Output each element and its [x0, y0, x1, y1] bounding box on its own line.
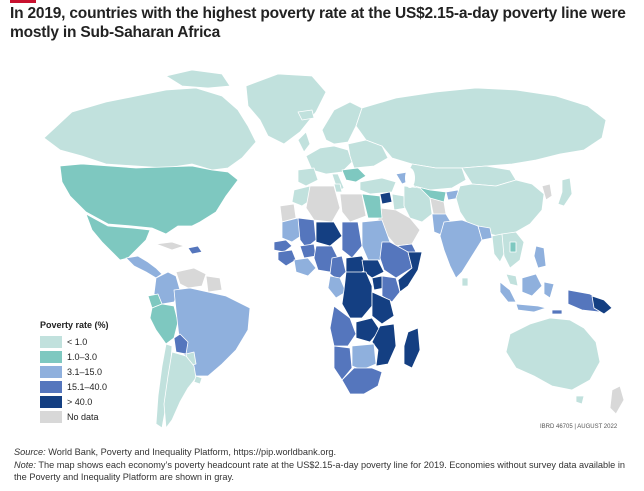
region-malaysia — [505, 273, 519, 287]
region-egypt — [361, 193, 383, 219]
legend-label: < 1.0 — [67, 336, 88, 347]
region-south-africa — [341, 367, 383, 395]
region-gabon-congo — [327, 275, 347, 299]
legend-swatch — [40, 395, 62, 408]
region-malawi-moz — [371, 323, 397, 367]
region-western-sahara — [279, 203, 297, 223]
region-iran — [403, 185, 433, 223]
region-kenya — [381, 275, 401, 303]
region-south-sudan — [361, 259, 385, 279]
region-arctic-islands — [165, 69, 231, 89]
region-sumatra — [499, 281, 517, 303]
legend-swatch — [40, 350, 62, 363]
legend-label: > 40.0 — [67, 396, 93, 407]
legend-label: 15.1–40.0 — [67, 381, 108, 392]
region-uk — [297, 131, 311, 153]
region-cameroon — [329, 255, 347, 281]
region-senegal — [273, 239, 293, 253]
footer-notes: Source: World Bank, Poverty and Inequali… — [14, 446, 630, 484]
region-chad — [341, 221, 363, 259]
region-turkey — [359, 177, 397, 195]
region-syria — [379, 191, 393, 205]
region-india — [439, 219, 483, 279]
region-greenland — [245, 73, 327, 145]
map-legend: Poverty rate (%) < 1.0 1.0–3.0 3.1–15.0 … — [40, 320, 140, 424]
region-mexico — [85, 213, 151, 261]
region-bolivia — [173, 333, 189, 355]
source-label: Source: — [14, 447, 46, 457]
region-iceland — [297, 109, 315, 121]
caspian-sea — [405, 168, 415, 188]
accent-bar — [10, 0, 36, 3]
region-russia — [355, 87, 607, 169]
region-laos — [509, 241, 517, 253]
legend-item: < 1.0 — [40, 334, 140, 349]
legend-item: 15.1–40.0 — [40, 379, 140, 394]
note-line: Note: The map shows each economy’s pover… — [14, 459, 630, 484]
region-guianas — [205, 275, 223, 293]
region-tasmania — [575, 395, 585, 405]
region-drc — [341, 271, 373, 319]
source-line: Source: World Bank, Poverty and Inequali… — [14, 446, 630, 459]
region-canada — [43, 87, 257, 171]
map-id-label: IBRD 46705 | AUGUST 2022 — [540, 424, 618, 430]
region-venezuela — [175, 267, 207, 289]
region-guinea — [277, 249, 297, 267]
region-srilanka — [461, 277, 469, 287]
region-balkans — [341, 167, 367, 183]
region-angola — [329, 305, 357, 347]
region-argentina — [163, 351, 197, 429]
region-tanzania — [371, 291, 395, 325]
legend-item: 1.0–3.0 — [40, 349, 140, 364]
region-somalia — [397, 251, 423, 293]
note-text: The map shows each economy’s poverty hea… — [14, 459, 625, 483]
region-libya — [339, 193, 367, 223]
world-map-svg — [43, 69, 625, 429]
legend-label: 1.0–3.0 — [67, 351, 98, 362]
legend-label: No data — [67, 411, 99, 422]
region-korea — [541, 183, 553, 201]
legend-swatch — [40, 410, 62, 423]
source-text: World Bank, Poverty and Inequality Platf… — [45, 447, 337, 457]
region-niger — [315, 221, 343, 247]
region-cuba — [155, 241, 185, 251]
region-botswana-zim — [351, 343, 377, 371]
region-china — [455, 179, 545, 237]
legend-title: Poverty rate (%) — [40, 320, 109, 330]
region-mali — [297, 217, 317, 249]
region-java — [515, 303, 547, 313]
map-title: In 2019, countries with the highest pove… — [10, 5, 626, 41]
region-eritrea-ethiopia — [379, 241, 413, 279]
legend-label: 3.1–15.0 — [67, 366, 103, 377]
legend-swatch — [40, 335, 62, 348]
region-madagascar — [403, 327, 421, 369]
legend-swatch — [40, 380, 62, 393]
region-scandinavia — [321, 101, 363, 145]
legend-swatch — [40, 365, 62, 378]
region-usa — [59, 163, 239, 235]
region-australia — [505, 317, 601, 391]
legend-item: > 40.0 — [40, 394, 140, 409]
region-philippines — [533, 245, 547, 269]
region-sulawesi — [543, 281, 555, 299]
region-hispaniola — [187, 245, 203, 255]
region-iberia — [297, 167, 319, 187]
region-ivory-ghana — [293, 257, 317, 277]
region-namibia — [333, 345, 353, 381]
legend-item: No data — [40, 409, 140, 424]
region-nz — [609, 385, 625, 415]
region-japan — [557, 177, 573, 207]
region-central-america — [125, 255, 163, 279]
region-tunisia — [333, 183, 343, 193]
region-uruguay — [193, 375, 203, 385]
region-algeria — [305, 185, 341, 223]
region-png — [591, 295, 613, 315]
note-label: Note: — [14, 459, 36, 470]
legend-item: 3.1–15.0 — [40, 364, 140, 379]
region-timor — [551, 309, 563, 315]
region-borneo — [521, 273, 543, 297]
world-map — [16, 46, 630, 436]
region-burkina — [299, 243, 317, 259]
